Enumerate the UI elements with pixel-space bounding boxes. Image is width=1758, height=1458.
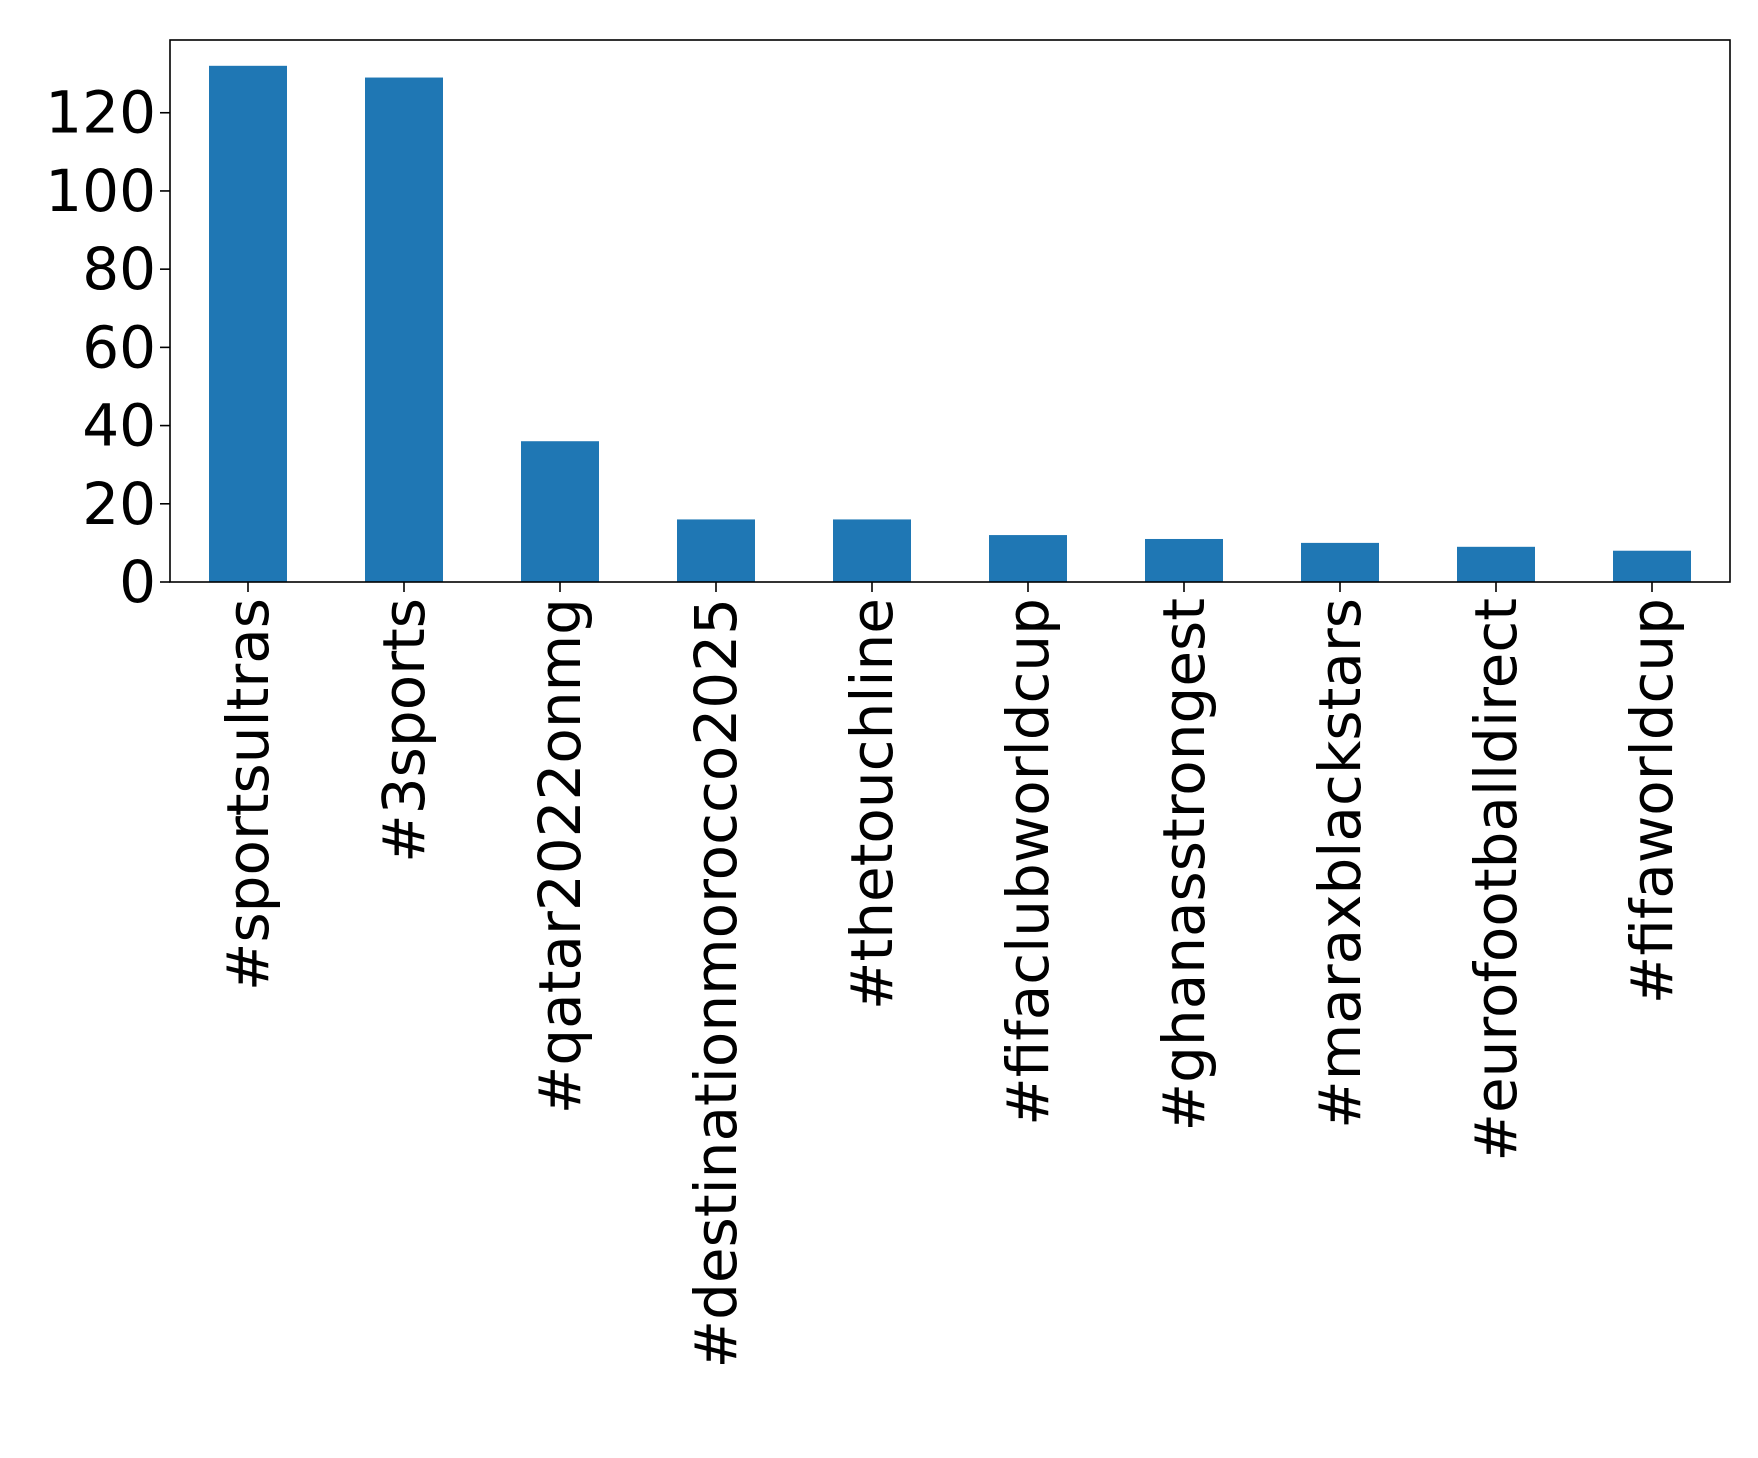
x-tick-label-fifaworldcup: #fifaworldcup	[1618, 598, 1686, 1004]
y-axis: 0 20 40 60 80 100 120	[45, 79, 170, 616]
x-tick-label-thetouchline: #thetouchline	[838, 598, 906, 1010]
x-tick-label-ghanasstrongest: #ghanasstrongest	[1150, 598, 1218, 1131]
plot-frame	[169, 39, 1731, 583]
bars-group	[209, 65, 1691, 582]
y-tick-label: 40	[82, 392, 156, 460]
bar-thetouchline	[833, 519, 911, 582]
x-axis: #sportsultras #3sports #qatar2022onmg #dest…	[214, 582, 1686, 1368]
bar-eurofootballdirect	[1457, 546, 1535, 582]
x-tick-label-maraxblackstars: #maraxblackstars	[1306, 598, 1374, 1129]
y-tick-label: 80	[82, 235, 156, 303]
bar-destinationmorocco2025	[677, 519, 755, 582]
bar-qatar2022onmg	[521, 441, 599, 582]
y-tick-label: 0	[119, 548, 156, 616]
y-tick-label: 20	[82, 470, 156, 538]
x-tick-label-qatar2022onmg: #qatar2022onmg	[526, 598, 594, 1114]
bar-fifaclubworldcup	[989, 535, 1067, 582]
x-tick-label-sportsultras: #sportsultras	[214, 598, 282, 991]
x-tick-label-fifaclubworldcup: #fifaclubworldcup	[994, 598, 1062, 1126]
bar-ghanasstrongest	[1145, 538, 1223, 582]
bar-fifaworldcup	[1613, 550, 1691, 582]
x-tick-label-destinationmorocco2025: #destinationmorocco2025	[682, 598, 750, 1368]
y-tick-label: 60	[82, 313, 156, 381]
y-tick-label: 120	[45, 79, 156, 147]
x-tick-label-eurofootballdirect: #eurofootballdirect	[1462, 598, 1530, 1162]
bar-3sports	[365, 77, 443, 582]
bar-maraxblackstars	[1301, 542, 1379, 582]
x-tick-label-3sports: #3sports	[370, 598, 438, 863]
bar-sportsultras	[209, 65, 287, 582]
y-tick-label: 100	[45, 157, 156, 225]
